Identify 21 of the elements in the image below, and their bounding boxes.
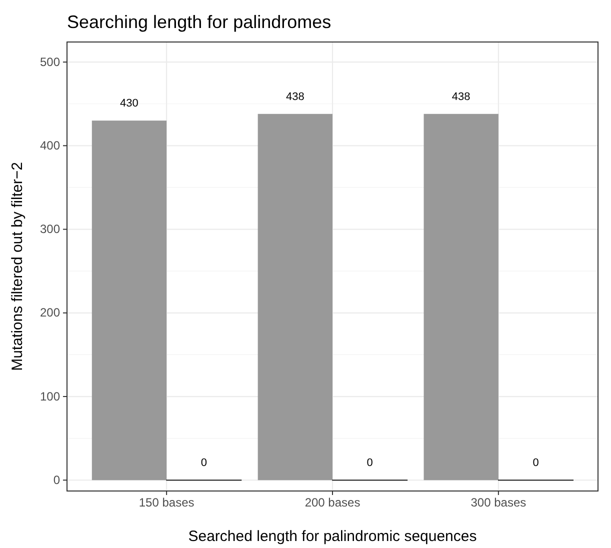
y-tick-label: 200 — [40, 306, 60, 320]
y-tick-label: 300 — [40, 222, 60, 236]
x-axis-title: Searched length for palindromic sequences — [188, 528, 477, 545]
y-tick-label: 400 — [40, 138, 60, 153]
bar — [424, 114, 498, 480]
x-tick-label: 200 bases — [304, 496, 360, 510]
data-label: 0 — [532, 457, 539, 470]
y-axis-title: Mutations filtered out by filter−2 — [9, 162, 26, 371]
x-tick-label: 300 bases — [470, 496, 526, 510]
data-label: 430 — [120, 98, 138, 110]
y-tick-label: 0 — [53, 472, 60, 487]
data-label: 438 — [452, 90, 470, 103]
bar — [258, 114, 332, 480]
bar — [92, 120, 167, 480]
x-tick-label: 150 bases — [138, 496, 194, 510]
data-label: 0 — [366, 457, 373, 470]
data-label: 0 — [200, 457, 207, 470]
chart-title: Searching length for palindromes — [67, 12, 332, 32]
y-tick-label: 100 — [40, 389, 60, 404]
data-label: 438 — [286, 90, 304, 103]
y-tick-label: 500 — [40, 54, 60, 69]
